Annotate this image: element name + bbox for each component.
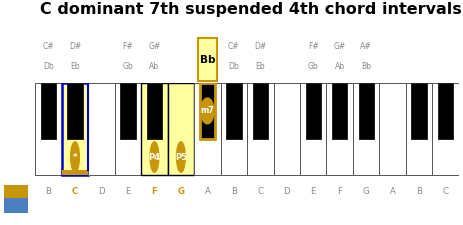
Circle shape: [70, 142, 79, 172]
Bar: [114, 83, 141, 176]
Bar: [379, 83, 405, 176]
Text: Ab: Ab: [334, 62, 344, 71]
Bar: [141, 83, 167, 176]
Text: Ab: Ab: [149, 62, 159, 71]
Bar: [4, 198, 28, 213]
Bar: [62, 83, 88, 176]
Ellipse shape: [200, 98, 213, 124]
Bar: [305, 83, 320, 139]
Text: Eb: Eb: [70, 62, 80, 71]
Bar: [358, 83, 373, 139]
Bar: [88, 83, 114, 176]
Text: F: F: [337, 187, 342, 196]
Text: C: C: [257, 187, 263, 196]
Bar: [35, 83, 62, 176]
Bar: [332, 83, 347, 139]
Bar: [220, 83, 247, 176]
Text: G#: G#: [333, 42, 345, 51]
Text: Db: Db: [228, 62, 239, 71]
Bar: [405, 83, 432, 176]
Circle shape: [176, 142, 185, 172]
Text: A: A: [204, 187, 210, 196]
Text: P4: P4: [148, 153, 160, 162]
Text: B: B: [415, 187, 421, 196]
Text: D: D: [98, 187, 105, 196]
Text: A: A: [389, 187, 395, 196]
FancyBboxPatch shape: [198, 38, 216, 81]
Bar: [247, 83, 273, 176]
Text: A#: A#: [360, 42, 371, 51]
Text: F#: F#: [122, 42, 133, 51]
Bar: [199, 83, 214, 139]
Text: G: G: [177, 187, 184, 196]
Text: C#: C#: [227, 42, 239, 51]
Text: F: F: [151, 187, 157, 196]
Text: D#: D#: [254, 42, 266, 51]
Text: D#: D#: [69, 42, 81, 51]
Text: B: B: [231, 187, 236, 196]
Circle shape: [150, 142, 158, 172]
Bar: [273, 83, 300, 176]
Text: *: *: [73, 153, 77, 162]
Text: F#: F#: [307, 42, 318, 51]
Text: E: E: [125, 187, 131, 196]
Bar: [194, 83, 220, 176]
Bar: [4, 184, 28, 199]
Bar: [300, 83, 326, 176]
Text: Eb: Eb: [255, 62, 264, 71]
Text: E: E: [310, 187, 315, 196]
Text: basicmusictheory.com: basicmusictheory.com: [15, 66, 20, 132]
Text: B: B: [45, 187, 51, 196]
Bar: [67, 83, 82, 139]
Bar: [437, 83, 452, 139]
Text: C: C: [72, 187, 78, 196]
Bar: [432, 83, 458, 176]
Bar: [326, 83, 352, 176]
Bar: [146, 83, 162, 139]
Bar: [225, 83, 241, 139]
Text: m7: m7: [200, 106, 214, 115]
Text: P5: P5: [175, 153, 187, 162]
Bar: [41, 83, 56, 139]
Text: C dominant 7th suspended 4th chord intervals: C dominant 7th suspended 4th chord inter…: [40, 2, 460, 17]
Text: Gb: Gb: [122, 62, 133, 71]
Text: Db: Db: [43, 62, 54, 71]
Text: G: G: [362, 187, 369, 196]
Bar: [352, 83, 379, 176]
Bar: [62, 170, 88, 176]
Text: Gb: Gb: [307, 62, 318, 71]
Bar: [411, 83, 426, 139]
Text: C: C: [442, 187, 448, 196]
Bar: [167, 83, 194, 176]
Text: G#: G#: [148, 42, 160, 51]
Text: C#: C#: [43, 42, 54, 51]
Bar: [120, 83, 135, 139]
Text: D: D: [283, 187, 289, 196]
Text: Bb: Bb: [199, 55, 215, 65]
Text: Bb: Bb: [360, 62, 370, 71]
Bar: [252, 83, 268, 139]
